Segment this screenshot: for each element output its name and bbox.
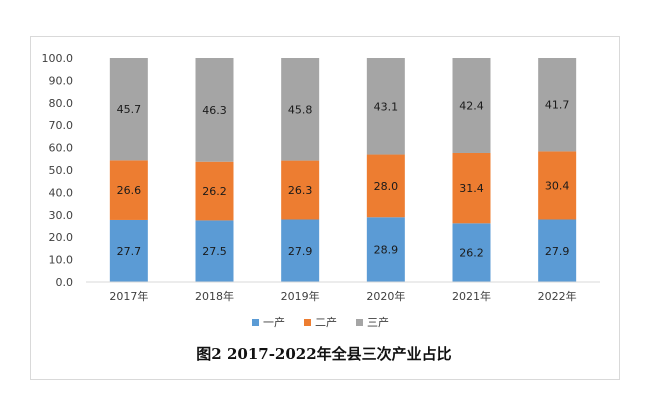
data-label: 28.0 <box>374 180 399 193</box>
bar-segment <box>452 58 491 153</box>
bar-segment <box>281 58 320 161</box>
data-label: 26.6 <box>117 184 142 197</box>
bar-segment <box>538 219 577 282</box>
data-label: 45.7 <box>117 103 142 116</box>
data-label: 43.1 <box>374 100 399 113</box>
x-tick-label: 2018年 <box>195 289 234 303</box>
data-label: 28.9 <box>374 244 399 257</box>
bar-segment <box>281 160 320 220</box>
legend-swatch <box>252 319 259 326</box>
legend-swatch <box>356 319 363 326</box>
data-label: 26.2 <box>202 185 227 198</box>
legend-swatch <box>304 319 311 326</box>
data-label: 26.2 <box>459 247 484 260</box>
x-tick-label: 2020年 <box>366 289 405 303</box>
y-tick-label: 10.0 <box>49 254 74 267</box>
data-label: 27.7 <box>117 245 142 258</box>
data-label: 46.3 <box>202 104 227 117</box>
y-tick-label: 40.0 <box>49 186 74 199</box>
bar-segment <box>538 151 577 220</box>
y-tick-label: 0.0 <box>56 276 74 289</box>
y-tick-label: 90.0 <box>49 74 74 87</box>
bar-segment <box>109 160 148 220</box>
data-label: 27.9 <box>545 245 570 258</box>
data-label: 31.4 <box>459 182 484 195</box>
data-label: 26.3 <box>288 184 313 197</box>
chart-title: 图2 2017-2022年全县三次产业占比 <box>196 345 451 363</box>
data-label: 27.9 <box>288 245 313 258</box>
y-tick-label: 30.0 <box>49 209 74 222</box>
data-label: 41.7 <box>545 99 570 112</box>
legend-label: 一产 <box>263 315 285 329</box>
y-tick-label: 80.0 <box>49 97 74 110</box>
bar-segment <box>109 58 148 161</box>
y-tick-label: 60.0 <box>49 142 74 155</box>
bar-segment <box>281 219 320 282</box>
x-axis: 2017年 2018年 2019年 2020年 2021年 2022年 <box>86 281 600 303</box>
x-tick-label: 2022年 <box>538 289 577 303</box>
bar-segment <box>452 223 491 282</box>
bar-segment <box>538 58 577 152</box>
y-tick-label: 50.0 <box>49 164 74 177</box>
y-tick-label: 70.0 <box>49 119 74 132</box>
bar-segment <box>109 219 148 282</box>
y-tick-label: 20.0 <box>49 231 74 244</box>
bar-segment <box>366 58 405 155</box>
data-label: 30.4 <box>545 179 570 192</box>
data-label: 27.5 <box>202 245 227 258</box>
data-label: 45.8 <box>288 103 313 116</box>
legend: 一产 二产 三产 <box>252 315 389 329</box>
bar-segment <box>195 161 234 221</box>
legend-label: 三产 <box>367 315 389 329</box>
bar-segment <box>195 220 234 282</box>
bar-segment <box>452 152 491 224</box>
bar-segment <box>366 217 405 282</box>
x-tick-label: 2017年 <box>109 289 148 303</box>
x-tick-label: 2019年 <box>281 289 320 303</box>
bar-segment <box>195 58 234 162</box>
data-label: 42.4 <box>459 99 484 112</box>
bar-segment <box>366 154 405 218</box>
legend-label: 二产 <box>315 315 337 329</box>
y-tick-label: 100.0 <box>42 52 74 65</box>
x-tick-label: 2021年 <box>452 289 491 303</box>
y-axis: 0.0 10.0 20.0 30.0 40.0 50.0 60.0 70.0 80.0 90.0 1… <box>42 52 74 289</box>
bars: 27.7 26.6 45.7 27.5 26.2 46.3 27.9 26.3 45.8 28.9… <box>109 58 577 282</box>
